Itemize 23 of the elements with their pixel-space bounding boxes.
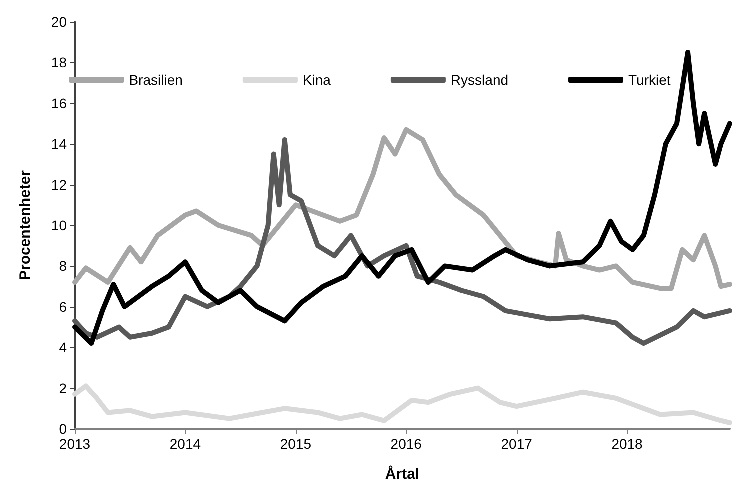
legend-label: Turkiet [628,72,671,88]
x-tick-label: 2016 [390,436,422,452]
y-tick-label: 8 [59,258,68,274]
y-tick-label: 12 [51,176,68,193]
x-tick-label: 2014 [170,436,202,452]
y-tick-label: 14 [51,136,68,152]
y-tick-label: 2 [59,380,68,396]
y-axis-title: Procentenheter [17,170,34,281]
x-tick-label: 2017 [501,436,533,452]
legend-label: Brasilien [129,72,183,88]
x-tick-label: 2015 [280,436,312,452]
y-tick-label: 16 [51,95,68,112]
y-tick-label: 10 [51,218,68,234]
x-tick-label: 2013 [59,436,91,452]
y-tick-label: 6 [59,298,68,315]
legend-label: Kina [302,72,332,88]
legend-label: Ryssland [450,72,509,88]
x-axis-title: Årtal [385,465,420,483]
y-tick-label: 20 [51,14,68,30]
y-tick-label: 18 [51,54,68,71]
y-tick-label: 4 [59,340,68,356]
y-tick-label: 0 [59,421,68,437]
x-tick-label: 2018 [612,436,644,452]
